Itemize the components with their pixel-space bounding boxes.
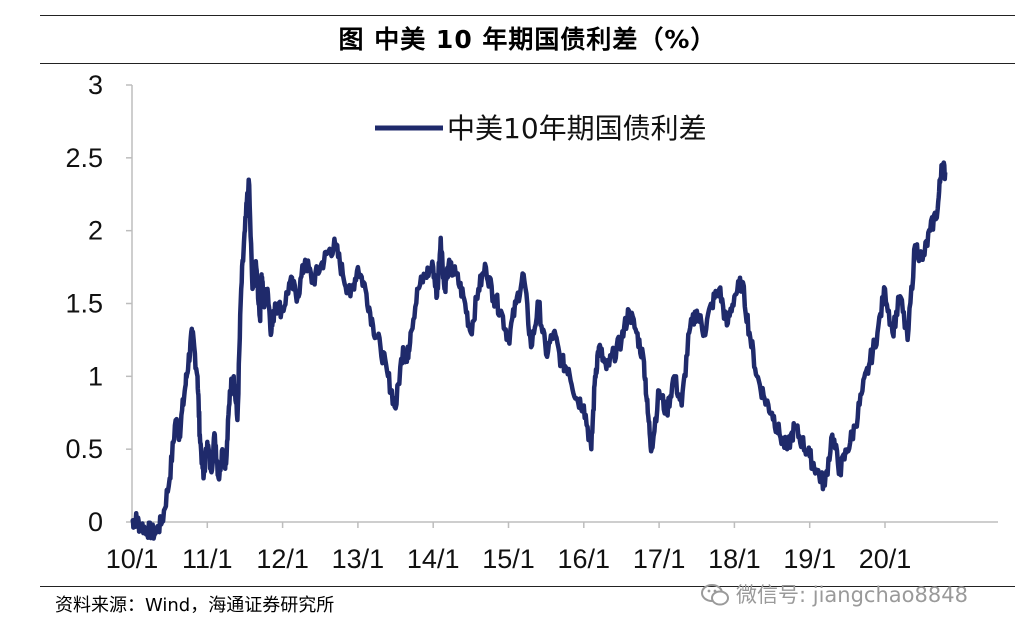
y-axis-ticks: 0 0.5 1 1.5 2 2.5 3	[65, 70, 132, 537]
y-tick-label: 2	[88, 216, 103, 246]
x-tick-label: 15/1	[482, 544, 535, 574]
wechat-watermark: 微信号: jiangchao8848	[700, 580, 968, 610]
legend-label: 中美10年期国债利差	[447, 112, 707, 145]
y-tick-label: 1.5	[65, 289, 103, 319]
legend: 中美10年期国债利差	[375, 112, 707, 145]
figure-title: 图 中美 10 年期国债利差（%）	[338, 25, 717, 54]
wechat-icon	[701, 584, 729, 606]
series-layer	[130, 160, 948, 541]
x-tick-label: 11/1	[182, 544, 233, 574]
y-tick-label: 0.5	[65, 434, 103, 464]
y-tick-label: 0	[88, 507, 103, 537]
y-tick-label: 1	[88, 361, 103, 391]
x-tick-label: 20/1	[859, 544, 912, 574]
x-tick-label: 18/1	[708, 544, 761, 574]
x-axis-ticks: 10/1 11/1 12/1 13/1 14/1 15/1 16/1 17/1 18/1 19/1…	[106, 522, 912, 574]
x-tick-label: 19/1	[783, 544, 836, 574]
x-tick-label: 17/1	[633, 544, 686, 574]
series-line	[130, 160, 948, 541]
source-note: 资料来源：Wind，海通证券研究所	[55, 595, 335, 616]
bottom-rule	[40, 586, 1015, 587]
x-tick-label: 16/1	[558, 544, 611, 574]
watermark-text: 微信号: jiangchao8848	[736, 583, 968, 607]
title-rule	[40, 63, 1015, 64]
x-tick-label: 10/1	[106, 544, 159, 574]
x-tick-label: 12/1	[256, 544, 309, 574]
top-rule	[40, 15, 1015, 16]
x-tick-label: 13/1	[332, 544, 385, 574]
y-tick-label: 2.5	[65, 143, 103, 173]
y-tick-label: 3	[88, 70, 103, 100]
x-tick-label: 14/1	[407, 544, 460, 574]
